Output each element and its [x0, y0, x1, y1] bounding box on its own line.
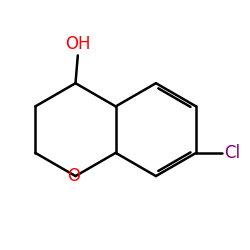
Text: OH: OH [65, 35, 90, 53]
Text: O: O [67, 167, 80, 185]
Text: Cl: Cl [224, 144, 240, 162]
